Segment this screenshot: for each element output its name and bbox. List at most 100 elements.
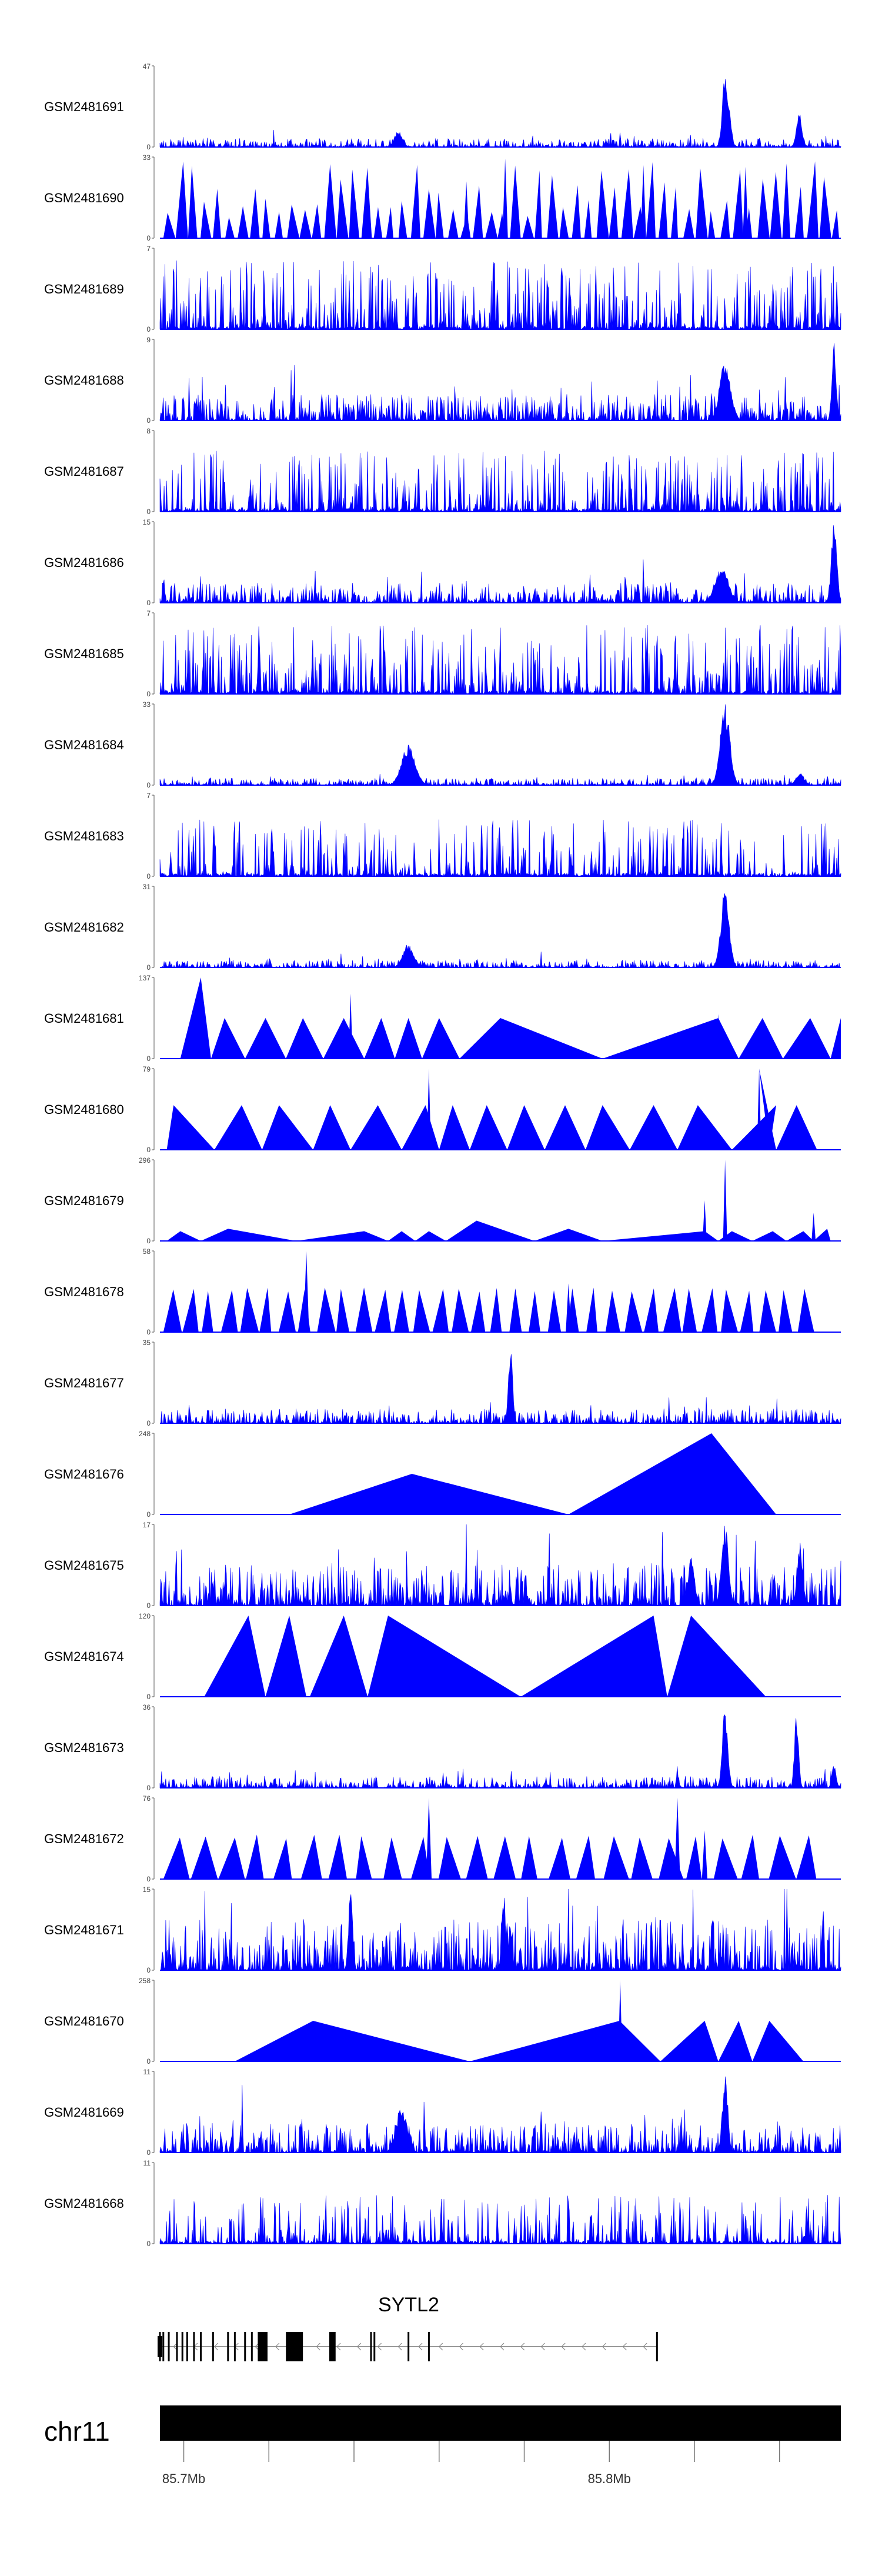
signal-spike	[640, 165, 646, 238]
signal-peak	[204, 1616, 266, 1697]
y-min-label: 0	[146, 325, 151, 333]
signal-peak	[490, 1287, 502, 1332]
exon	[286, 2332, 303, 2361]
signal-peak	[603, 1836, 629, 1879]
chromosome-ideogram	[160, 2405, 841, 2441]
track-label: GSM2481677	[44, 1376, 124, 1390]
track-label: GSM2481672	[44, 1831, 124, 1846]
signal-area	[159, 2076, 841, 2154]
signal-spike	[702, 1200, 707, 1241]
signal-peak	[394, 1289, 409, 1332]
signal-peak	[770, 172, 782, 238]
track-label: GSM2481690	[44, 191, 124, 205]
signal-area	[166, 1220, 831, 1241]
y-min-label: 0	[146, 1875, 151, 1883]
signal-spike	[716, 1014, 721, 1059]
track-label: GSM2481686	[44, 555, 124, 570]
signal-peak	[309, 1616, 368, 1697]
track-GSM2481674: GSM2481674 120 0	[44, 1612, 841, 1701]
strand-arrow	[582, 2343, 586, 2351]
signal-peak	[182, 1289, 199, 1332]
signal-spike	[426, 1069, 431, 1150]
y-min-label: 0	[146, 599, 151, 607]
signal-spike	[348, 993, 353, 1059]
track-label: GSM2481668	[44, 2196, 124, 2211]
y-max-label: 79	[143, 1065, 151, 1073]
y-min-label: 0	[146, 143, 151, 151]
signal-peak	[596, 171, 609, 238]
signal-peak	[521, 1836, 537, 1879]
y-max-label: 33	[143, 154, 151, 162]
y-max-label: 15	[143, 1886, 151, 1894]
signal-peak	[225, 217, 235, 238]
track-GSM2481690: GSM2481690 33 0	[44, 154, 841, 242]
signal-area	[160, 1888, 841, 1971]
signal-area	[159, 79, 841, 148]
exon	[199, 2332, 202, 2361]
exon	[193, 2332, 195, 2361]
track-GSM2481688: GSM2481688 9 0	[44, 336, 841, 425]
signal-area	[180, 977, 841, 1059]
y-min-label: 0	[146, 1237, 151, 1245]
exon	[212, 2332, 214, 2361]
track-GSM2481683: GSM2481683 7 0	[44, 792, 841, 880]
y-max-label: 8	[146, 427, 151, 435]
signal-spike	[502, 158, 508, 238]
y-max-label: 248	[139, 1430, 151, 1438]
signal-area	[159, 1354, 841, 1424]
signal-spike	[566, 1283, 572, 1332]
signal-peak	[646, 162, 656, 238]
signal-peak	[473, 185, 483, 238]
signal-peak	[493, 1836, 516, 1879]
signal-peak	[741, 1834, 760, 1879]
y-min-label: 0	[146, 1601, 151, 1610]
signal-peak	[218, 1837, 245, 1879]
exon	[176, 2332, 178, 2361]
signal-peak	[448, 209, 459, 238]
signal-peak	[191, 1836, 218, 1879]
signal-peak	[368, 1616, 521, 1697]
track-label: GSM2481682	[44, 920, 124, 935]
exon	[330, 2332, 336, 2361]
y-min-label: 0	[146, 1510, 151, 1519]
track-GSM2481679: GSM2481679 296 0	[44, 1156, 841, 1245]
signal-peak	[631, 1837, 653, 1879]
exon	[233, 2332, 236, 2361]
track-label: GSM2481678	[44, 1284, 124, 1299]
y-max-label: 15	[143, 518, 151, 526]
strand-arrow	[418, 2343, 423, 2351]
signal-peak	[522, 216, 534, 238]
signal-peak	[413, 1290, 430, 1332]
y-max-label: 11	[143, 2068, 151, 2076]
chromosome-track: chr11 85.7Mb 85.8Mb	[44, 2405, 841, 2486]
y-min-label: 0	[146, 1328, 151, 1336]
signal-peak	[188, 165, 198, 238]
y-max-label: 31	[143, 883, 151, 891]
signal-peak	[287, 204, 300, 238]
signal-peak	[686, 1836, 702, 1879]
y-min-label: 0	[146, 690, 151, 698]
strand-arrow	[438, 2343, 443, 2351]
signal-peak	[163, 1289, 182, 1332]
y-min-label: 0	[146, 2057, 151, 2066]
exon	[427, 2332, 430, 2361]
y-min-label: 0	[146, 234, 151, 242]
signal-peak	[452, 1288, 469, 1332]
signal-peak	[317, 1287, 336, 1332]
track-GSM2481670: GSM2481670 258 0	[44, 1977, 841, 2066]
y-min-label: 0	[146, 872, 151, 880]
strand-arrow	[459, 2343, 463, 2351]
y-max-label: 33	[143, 700, 151, 709]
exon	[250, 2332, 253, 2361]
y-max-label: 36	[143, 1703, 151, 1711]
strand-arrow	[520, 2343, 525, 2351]
signal-peak	[794, 186, 804, 238]
exon	[186, 2332, 188, 2361]
track-label: GSM2481691	[44, 99, 124, 114]
y-max-label: 7	[146, 245, 151, 253]
y-max-label: 7	[146, 792, 151, 800]
signal-peak	[547, 175, 559, 238]
track-GSM2481668: GSM2481668 11 0	[44, 2159, 841, 2248]
y-min-label: 0	[146, 781, 151, 789]
signal-peak	[529, 1291, 540, 1332]
